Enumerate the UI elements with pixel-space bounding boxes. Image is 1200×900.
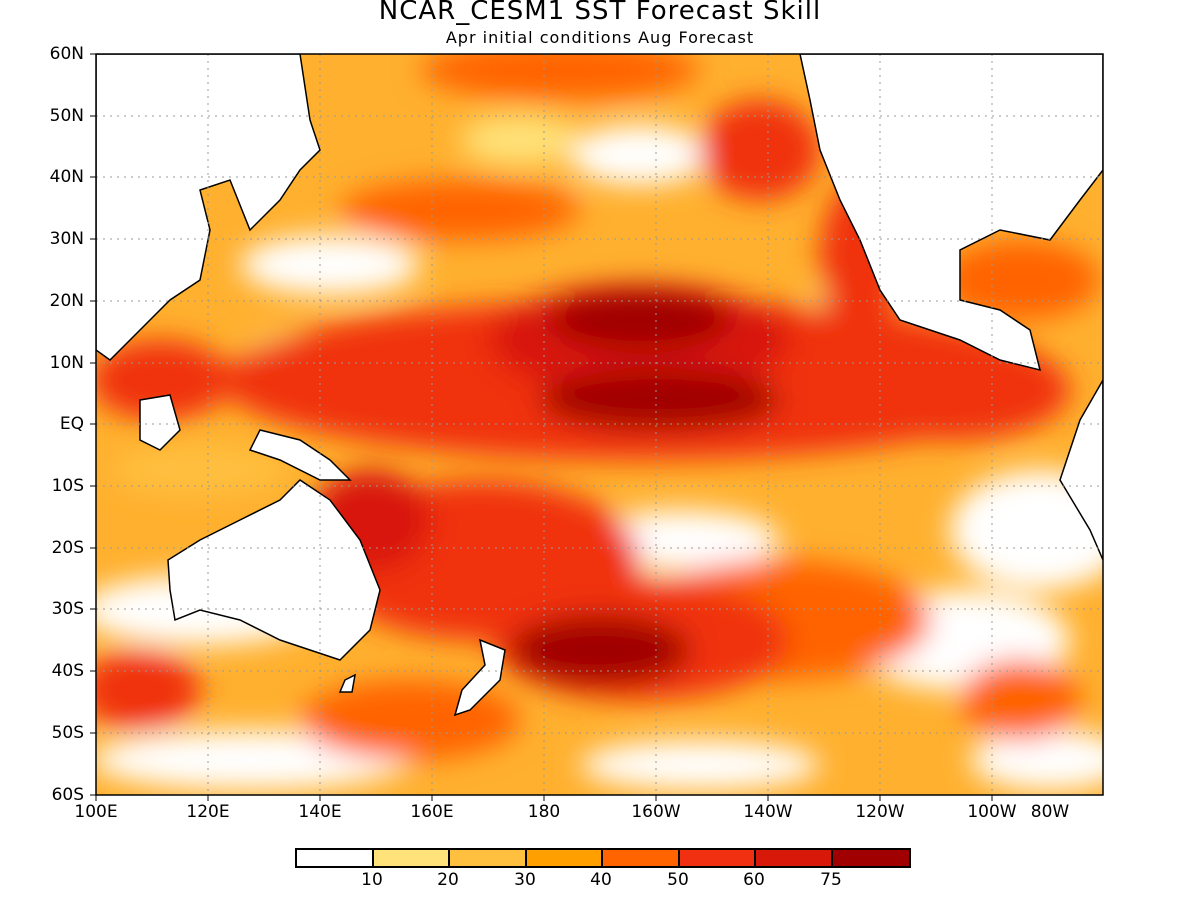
lat-label-10n: 10N — [49, 353, 84, 373]
colorbar — [295, 848, 911, 868]
lat-label-20n: 20N — [49, 291, 84, 311]
map-title: NCAR_CESM1 SST Forecast Skill — [378, 0, 822, 26]
lon-label-180: 180 — [527, 802, 561, 822]
lon-label-160e: 160E — [410, 802, 454, 822]
lat-label-50n: 50N — [49, 106, 84, 126]
colorbar-box-5 — [603, 850, 680, 866]
colorbar-box-4 — [526, 850, 603, 866]
lon-label-120w: 120W — [855, 802, 905, 822]
colorbar-label-40: 40 — [590, 870, 612, 890]
lat-label-60s: 60S — [51, 785, 84, 805]
colorbar-box-2 — [373, 850, 450, 866]
colorbar-box-1 — [297, 850, 374, 866]
colorbar-box-7 — [756, 850, 833, 866]
lat-label-60n: 60N — [49, 44, 84, 64]
lon-label-120e: 120E — [186, 802, 230, 822]
colorbar-label-30: 30 — [514, 870, 536, 890]
lat-label-40s: 40S — [51, 661, 84, 681]
lat-label-20s: 20S — [51, 538, 84, 558]
colorbar-label-20: 20 — [437, 870, 459, 890]
colorbar-label-10: 10 — [361, 870, 383, 890]
lat-label-10s: 10S — [51, 476, 84, 496]
lat-label-30s: 30S — [51, 599, 84, 619]
skill-field — [96, 54, 1103, 795]
axis-ticks — [90, 53, 993, 801]
colorbar-label-60: 60 — [743, 870, 765, 890]
colorbar-label-50: 50 — [667, 870, 689, 890]
lat-label-50s: 50S — [51, 723, 84, 743]
lon-label-80w: 80W — [1030, 802, 1070, 822]
lon-label-100e: 100E — [74, 802, 118, 822]
lon-label-160w: 160W — [631, 802, 681, 822]
colorbar-box-8 — [832, 850, 909, 866]
colorbar-box-6 — [679, 850, 756, 866]
lat-label-40n: 40N — [49, 167, 84, 187]
lon-label-100w: 100W — [967, 802, 1017, 822]
lon-label-140w: 140W — [743, 802, 793, 822]
gridlines — [96, 54, 1103, 795]
colorbar-label-75: 75 — [820, 870, 842, 890]
colorbar-box-3 — [450, 850, 527, 866]
lon-label-140e: 140E — [298, 802, 342, 822]
lat-label-eq: EQ — [59, 414, 84, 434]
map-subtitle: Apr initial conditions Aug Forecast — [445, 28, 755, 47]
lat-label-30n: 30N — [49, 229, 84, 249]
land-masses — [96, 54, 1103, 717]
